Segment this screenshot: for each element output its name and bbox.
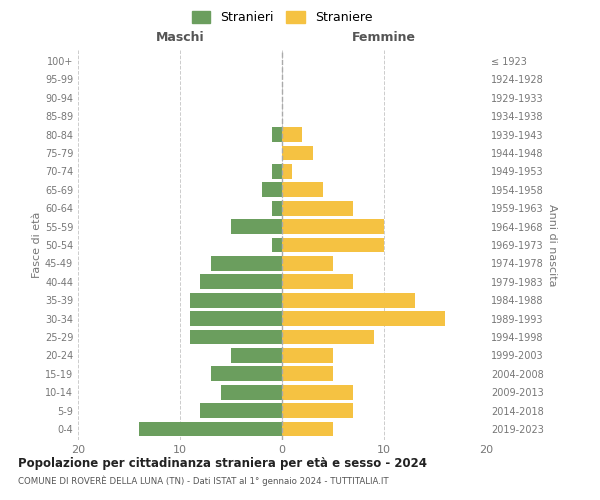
Bar [200,403,282,418]
Bar [282,385,353,400]
Bar [282,201,353,216]
Bar [262,182,282,197]
Bar [190,330,282,344]
Y-axis label: Fasce di età: Fasce di età [32,212,42,278]
Bar [231,348,282,362]
Bar [272,164,282,179]
Bar [282,274,353,289]
Bar [282,146,313,160]
Bar [282,422,333,436]
Bar [282,238,384,252]
Text: Popolazione per cittadinanza straniera per età e sesso - 2024: Popolazione per cittadinanza straniera p… [18,458,427,470]
Text: COMUNE DI ROVERÈ DELLA LUNA (TN) - Dati ISTAT al 1° gennaio 2024 - TUTTITALIA.IT: COMUNE DI ROVERÈ DELLA LUNA (TN) - Dati … [18,476,389,486]
Bar [272,128,282,142]
Bar [282,256,333,271]
Bar [190,293,282,308]
Bar [282,128,302,142]
Bar [272,201,282,216]
Bar [282,293,415,308]
Bar [211,256,282,271]
Bar [282,403,353,418]
Y-axis label: Anni di nascita: Anni di nascita [547,204,557,286]
Bar [272,238,282,252]
Bar [211,366,282,381]
Bar [282,330,374,344]
Bar [282,311,445,326]
Text: Femmine: Femmine [352,32,416,44]
Bar [282,366,333,381]
Bar [282,219,384,234]
Bar [139,422,282,436]
Bar [190,311,282,326]
Bar [200,274,282,289]
Bar [282,182,323,197]
Text: Maschi: Maschi [155,32,205,44]
Bar [282,164,292,179]
Legend: Stranieri, Straniere: Stranieri, Straniere [187,6,377,29]
Bar [282,348,333,362]
Bar [231,219,282,234]
Bar [221,385,282,400]
